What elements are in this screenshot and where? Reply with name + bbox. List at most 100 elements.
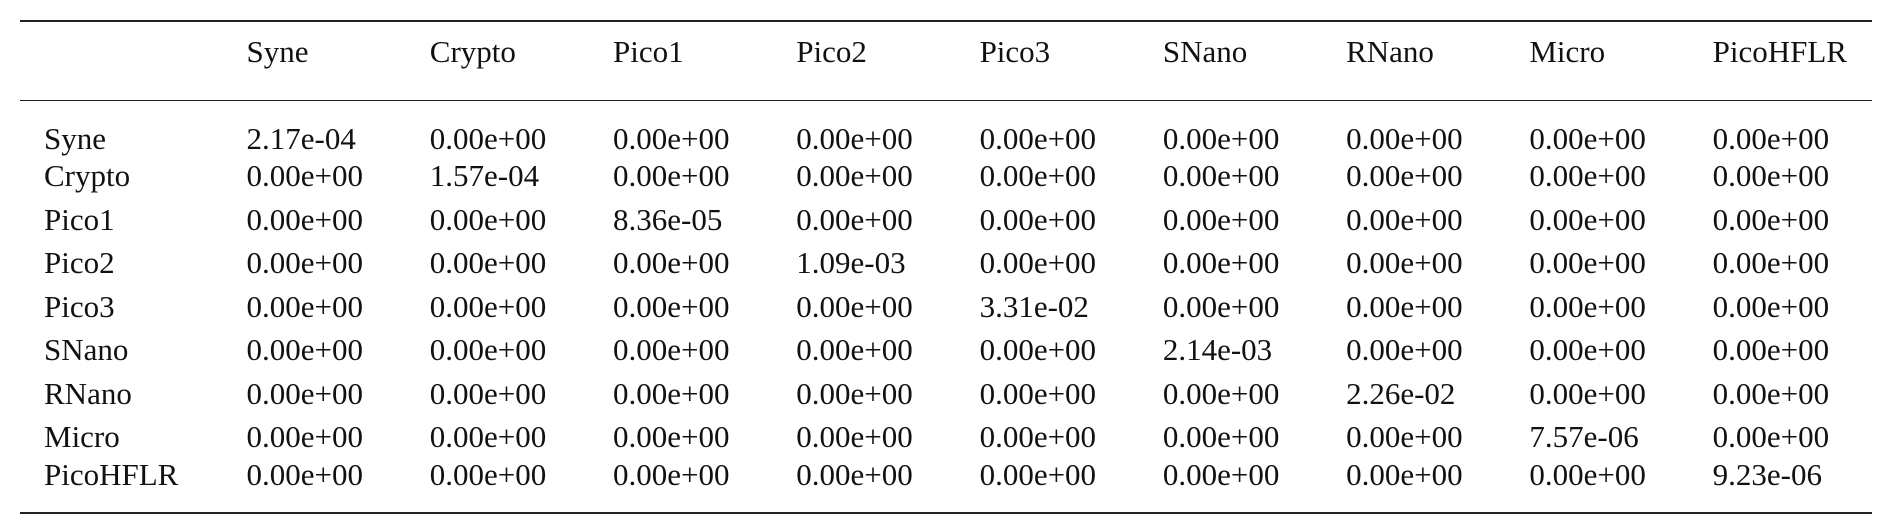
table-cell: 0.00e+00 <box>1712 375 1830 411</box>
table-cell: 0.00e+00 <box>429 201 547 237</box>
table-cell: 0.00e+00 <box>246 288 364 324</box>
table-row: Crypto 0.00e+00 1.57e-04 0.00e+00 0.00e+00 0.… <box>20 154 1872 198</box>
column-header: Pico2 <box>796 34 867 69</box>
table-cell: 0.00e+00 <box>429 288 547 324</box>
table-cell: 0.00e+00 <box>1712 245 1830 281</box>
table-cell: 0.00e+00 <box>1712 201 1830 237</box>
table-cell: 0.00e+00 <box>613 158 730 194</box>
table-cell: 0.00e+00 <box>979 375 1097 411</box>
corner-cell <box>20 21 223 101</box>
table-cell: 0.00e+00 <box>1712 288 1830 324</box>
table-cell: 0.00e+00 <box>796 121 913 156</box>
table-cell: 8.36e-05 <box>613 201 723 237</box>
table-cell: 0.00e+00 <box>246 332 364 368</box>
table-row: Syne 2.17e-04 0.00e+00 0.00e+00 0.00e+00 0.00… <box>20 101 1872 155</box>
column-header: PicoHFLR <box>1712 34 1847 69</box>
table-cell: 0.00e+00 <box>1162 158 1280 194</box>
table-cell: 0.00e+00 <box>1346 456 1463 492</box>
table-cell: 7.57e-06 <box>1529 419 1639 455</box>
table-cell: 0.00e+00 <box>246 158 364 194</box>
row-label: Pico3 <box>44 288 115 324</box>
table-cell: 0.00e+00 <box>1162 201 1280 237</box>
table-cell: 0.00e+00 <box>246 201 364 237</box>
table-cell: 0.00e+00 <box>613 375 730 411</box>
table-cell: 0.00e+00 <box>1346 419 1463 455</box>
table-cell: 0.00e+00 <box>1162 375 1280 411</box>
table-cell: 0.00e+00 <box>429 456 547 492</box>
table-cell: 0.00e+00 <box>979 332 1097 368</box>
row-label: SNano <box>44 332 129 368</box>
table-cell: 0.00e+00 <box>796 288 913 324</box>
table-cell: 0.00e+00 <box>613 456 730 492</box>
data-table: Syne Crypto Pico1 Pico2 Pico3 SNano RNan… <box>20 20 1872 514</box>
table-cell: 0.00e+00 <box>613 288 730 324</box>
table-cell: 0.00e+00 <box>1162 245 1280 281</box>
header-row: Syne Crypto Pico1 Pico2 Pico3 SNano RNan… <box>20 21 1872 101</box>
table-row: RNano 0.00e+00 0.00e+00 0.00e+00 0.00e+00 0.0… <box>20 372 1872 416</box>
table-cell: 0.00e+00 <box>1162 419 1280 455</box>
row-label: Micro <box>44 419 120 455</box>
table-cell: 0.00e+00 <box>796 332 913 368</box>
table-cell: 0.00e+00 <box>1346 201 1463 237</box>
table-cell: 0.00e+00 <box>246 375 364 411</box>
column-header: Syne <box>246 34 309 69</box>
table-header: Syne Crypto Pico1 Pico2 Pico3 SNano RNan… <box>20 21 1872 101</box>
table-cell: 0.00e+00 <box>796 158 913 194</box>
table-cell: 0.00e+00 <box>1529 375 1646 411</box>
column-header: Micro <box>1529 34 1606 69</box>
table-cell: 0.00e+00 <box>979 419 1097 455</box>
table-cell: 1.57e-04 <box>429 158 540 194</box>
table-cell: 0.00e+00 <box>1346 121 1463 156</box>
table-cell: 0.00e+00 <box>1346 158 1463 194</box>
table-cell: 0.00e+00 <box>796 456 913 492</box>
table-cell: 0.00e+00 <box>1162 121 1280 156</box>
table-cell: 0.00e+00 <box>796 201 913 237</box>
table-row: SNano 0.00e+00 0.00e+00 0.00e+00 0.00e+00 0.0… <box>20 328 1872 372</box>
table-cell: 0.00e+00 <box>979 158 1097 194</box>
row-label: Pico2 <box>44 245 115 281</box>
table-cell: 0.00e+00 <box>1346 332 1463 368</box>
table-cell: 0.00e+00 <box>979 121 1097 156</box>
table-cell: 0.00e+00 <box>1162 288 1280 324</box>
table-cell: 0.00e+00 <box>613 121 730 156</box>
column-header: RNano <box>1346 34 1434 69</box>
table-cell: 1.09e-03 <box>796 245 906 281</box>
table-cell: 0.00e+00 <box>1529 288 1646 324</box>
table-cell: 2.17e-04 <box>246 121 356 156</box>
table-cell: 0.00e+00 <box>613 332 730 368</box>
table-cell: 0.00e+00 <box>979 201 1097 237</box>
table-cell: 0.00e+00 <box>1529 158 1646 194</box>
table-cell: 0.00e+00 <box>429 245 547 281</box>
column-header: Pico1 <box>613 34 684 69</box>
table-cell: 0.00e+00 <box>1712 419 1830 455</box>
table-cell: 0.00e+00 <box>246 419 364 455</box>
table-cell: 0.00e+00 <box>979 456 1097 492</box>
table-container: Syne Crypto Pico1 Pico2 Pico3 SNano RNan… <box>20 20 1872 514</box>
table-cell: 0.00e+00 <box>429 419 547 455</box>
column-header: Pico3 <box>979 34 1051 69</box>
table-cell: 0.00e+00 <box>1162 456 1280 492</box>
table-cell: 0.00e+00 <box>1529 121 1646 156</box>
row-label: RNano <box>44 375 132 411</box>
table-cell: 0.00e+00 <box>1712 121 1830 156</box>
table-row: Pico1 0.00e+00 0.00e+00 8.36e-05 0.00e+00 0.0… <box>20 198 1872 242</box>
table-cell: 3.31e-02 <box>979 288 1089 324</box>
table-cell: 0.00e+00 <box>979 245 1097 281</box>
row-label: Pico1 <box>44 201 115 237</box>
table-cell: 0.00e+00 <box>1346 288 1463 324</box>
table-cell: 0.00e+00 <box>1529 456 1646 492</box>
table-cell: 0.00e+00 <box>613 245 730 281</box>
row-label: PicoHFLR <box>44 456 179 492</box>
table-row: Pico3 0.00e+00 0.00e+00 0.00e+00 0.00e+00 3.3… <box>20 285 1872 329</box>
table-cell: 0.00e+00 <box>1712 158 1830 194</box>
table-cell: 0.00e+00 <box>246 456 364 492</box>
table-cell: 2.14e-03 <box>1162 332 1273 368</box>
table-cell: 0.00e+00 <box>1529 201 1646 237</box>
row-label: Syne <box>44 121 106 156</box>
table-cell: 0.00e+00 <box>1712 332 1830 368</box>
table-cell: 0.00e+00 <box>1346 245 1463 281</box>
table-cell: 2.26e-02 <box>1346 375 1456 411</box>
table-cell: 9.23e-06 <box>1712 456 1822 492</box>
column-header: SNano <box>1162 34 1248 69</box>
table-row: Micro 0.00e+00 0.00e+00 0.00e+00 0.00e+00 0.0… <box>20 415 1872 459</box>
